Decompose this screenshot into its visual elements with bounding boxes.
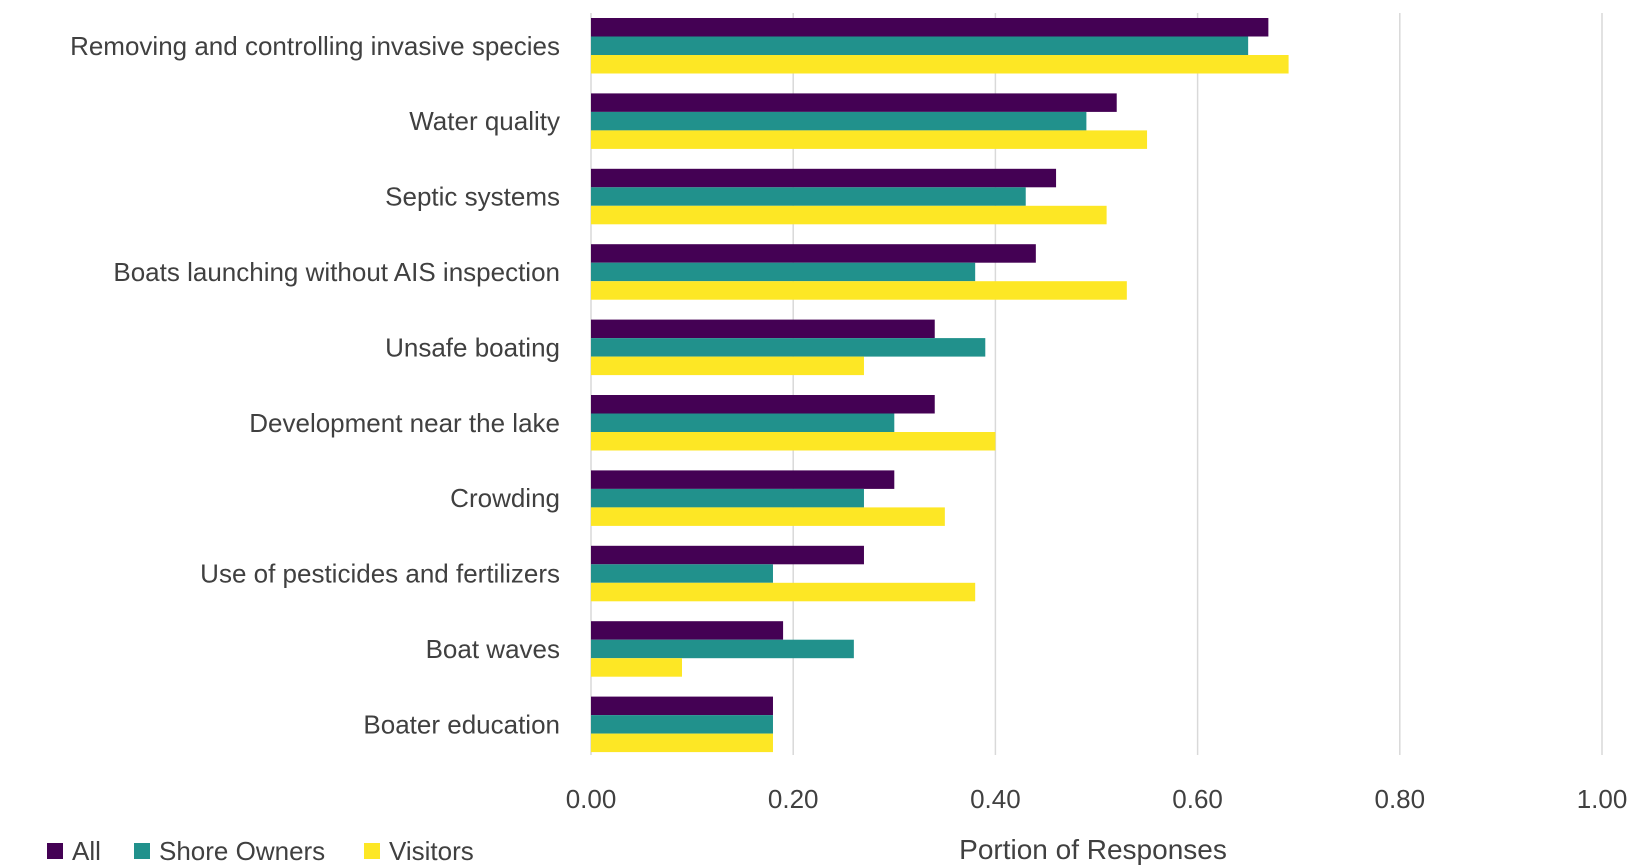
bar <box>591 319 935 339</box>
bar <box>591 356 864 376</box>
bar <box>591 244 1036 263</box>
bar <box>591 18 1269 37</box>
bar <box>591 281 1127 300</box>
category-label: Septic systems <box>385 182 560 212</box>
category-label: Use of pesticides and fertilizers <box>200 559 560 589</box>
bar <box>591 658 682 677</box>
bar <box>591 55 1289 74</box>
bar <box>591 470 895 489</box>
x-tick-label: 0.00 <box>566 784 617 814</box>
legend-swatch <box>364 843 380 859</box>
category-labels: Removing and controlling invasive specie… <box>70 31 560 740</box>
legend-label: All <box>72 836 101 865</box>
bar <box>591 639 854 659</box>
legend: All Shore Owners Visitors <box>47 836 474 865</box>
bar <box>591 545 864 565</box>
bar <box>591 111 1087 131</box>
bar <box>591 715 773 734</box>
category-label: Removing and controlling invasive specie… <box>70 31 560 61</box>
bar <box>591 262 976 282</box>
category-label: Development near the lake <box>249 408 560 438</box>
bar <box>591 205 1107 225</box>
category-label: Boats launching without AIS inspection <box>113 257 560 287</box>
x-tick-label: 1.00 <box>1577 784 1628 814</box>
x-tick-label: 0.60 <box>1172 784 1223 814</box>
category-label: Water quality <box>409 106 560 136</box>
x-tick-label: 0.20 <box>768 784 819 814</box>
x-tick-label: 0.40 <box>970 784 1021 814</box>
bar <box>591 696 773 716</box>
bar <box>591 564 773 583</box>
bar <box>591 395 935 414</box>
bar <box>591 36 1249 55</box>
category-label: Boat waves <box>426 634 560 664</box>
legend-label: Visitors <box>389 836 474 865</box>
category-label: Crowding <box>450 483 560 513</box>
bar <box>591 338 986 357</box>
bar <box>591 432 996 451</box>
bar <box>591 413 895 432</box>
bar <box>591 621 784 640</box>
category-label: Boater education <box>363 709 560 739</box>
bar <box>591 507 945 526</box>
x-axis-title: Portion of Responses <box>959 834 1227 865</box>
bar <box>591 187 1026 206</box>
bar <box>591 93 1117 112</box>
x-tick-labels: 0.00 0.20 0.40 0.60 0.80 1.00 <box>566 784 1628 814</box>
bar <box>591 582 976 602</box>
x-tick-label: 0.80 <box>1374 784 1425 814</box>
bar <box>591 168 1057 188</box>
category-label: Unsafe boating <box>385 332 560 362</box>
legend-label: Shore Owners <box>159 836 325 865</box>
bar <box>591 733 773 753</box>
bar <box>591 130 1148 149</box>
bar <box>591 488 864 508</box>
legend-swatch <box>47 843 63 859</box>
bars <box>591 18 1289 753</box>
legend-swatch <box>134 843 150 859</box>
